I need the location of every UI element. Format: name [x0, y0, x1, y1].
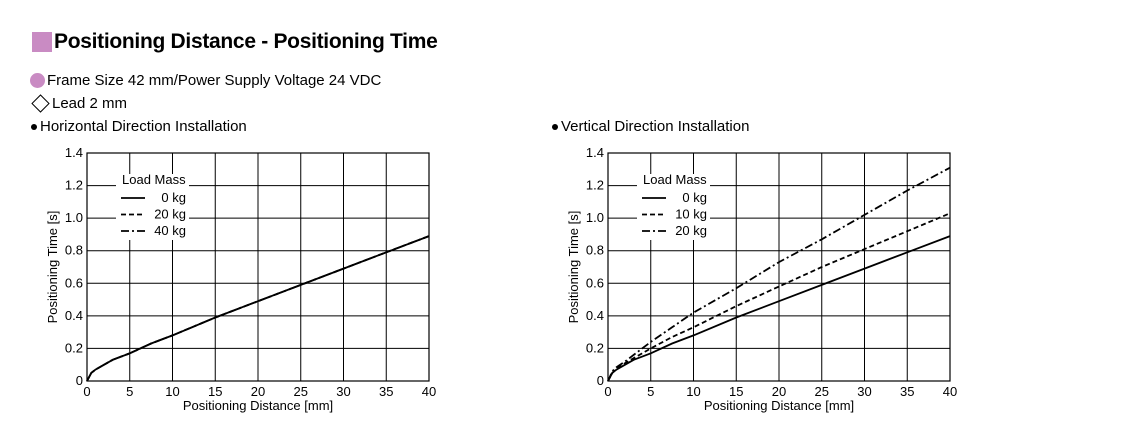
- y-tick-label: 0.6: [65, 275, 83, 290]
- x-tick-label: 20: [772, 384, 786, 399]
- y-tick-label: 0.2: [586, 340, 604, 355]
- x-tick-label: 35: [900, 384, 914, 399]
- section-vertical: Vertical Direction Installation: [552, 118, 749, 135]
- y-tick-label: 1.2: [65, 178, 83, 193]
- x-tick-label: 40: [943, 384, 957, 399]
- legend-title: Load Mass: [122, 172, 186, 187]
- dot-bullet-icon: [552, 123, 558, 130]
- legend-box: [116, 174, 189, 240]
- lead-spec: Lead 2 mm: [30, 94, 128, 113]
- series-line: [86, 235, 430, 382]
- legend-label: 10 kg: [675, 207, 707, 222]
- x-tick-label: 5: [647, 384, 654, 399]
- y-tick-label: 1.4: [586, 145, 604, 160]
- section-horizontal-label: Horizontal Direction Installation: [40, 118, 247, 135]
- chart-vertical: 0 5 10 15 20 25 30 35 40 0 0.2 0.4 0.6 0.8 1.0 1.2 1.4 Po…: [566, 145, 957, 413]
- circle-bullet-icon: [30, 73, 45, 88]
- series-line: [607, 212, 951, 382]
- x-tick-label: 25: [294, 384, 308, 399]
- page-title-text: Positioning Distance - Positioning Time: [54, 30, 438, 53]
- y-tick-label: 0.6: [586, 275, 604, 290]
- x-tick-label: 5: [126, 384, 133, 399]
- title-square-icon: [32, 32, 52, 52]
- y-tick-label: 1.0: [65, 210, 83, 225]
- y-tick-label: 0.4: [65, 308, 83, 323]
- section-vertical-label: Vertical Direction Installation: [561, 118, 750, 135]
- frame-spec-text: Frame Size 42 mm/Power Supply Voltage 24…: [47, 72, 382, 89]
- y-axis-label: Positioning Time [s]: [45, 211, 60, 324]
- y-tick-label: 0.4: [586, 308, 604, 323]
- x-axis-label: Positioning Distance [mm]: [704, 398, 854, 413]
- x-tick-label: 30: [336, 384, 350, 399]
- diamond-icon: [31, 94, 50, 113]
- y-tick-label: 1.4: [65, 145, 83, 160]
- x-tick-label: 25: [815, 384, 829, 399]
- series-line: [607, 166, 951, 382]
- y-tick-label: 1.2: [586, 178, 604, 193]
- x-tick-label: 10: [165, 384, 179, 399]
- legend-label: 0 kg: [682, 190, 707, 205]
- y-tick-label: 0.8: [586, 243, 604, 258]
- x-tick-label: 15: [208, 384, 222, 399]
- legend-label: 20 kg: [154, 207, 186, 222]
- y-tick-label: 1.0: [586, 210, 604, 225]
- legend-title: Load Mass: [643, 172, 707, 187]
- legend-label: 40 kg: [154, 223, 186, 238]
- plot-frame: [86, 152, 430, 382]
- x-axis-label: Positioning Distance [mm]: [183, 398, 333, 413]
- dot-bullet-icon: [31, 123, 37, 130]
- x-tick-label: 20: [251, 384, 265, 399]
- x-tick-label: 15: [729, 384, 743, 399]
- plot-frame: [607, 152, 951, 382]
- page-title: Positioning Distance - Positioning Time: [32, 29, 438, 55]
- section-horizontal: Horizontal Direction Installation: [31, 118, 247, 135]
- x-tick-label: 30: [857, 384, 871, 399]
- y-axis-label: Positioning Time [s]: [566, 211, 581, 324]
- x-tick-label: 0: [83, 384, 90, 399]
- legend-label: 20 kg: [675, 223, 707, 238]
- chart-horizontal: 0 5 10 15 20 25 30 35 40 0 0.2 0.4 0.6 0.8 1.0 1.2 1.4 Po…: [45, 145, 436, 413]
- y-tick-label: 0: [76, 373, 83, 388]
- x-tick-label: 0: [604, 384, 611, 399]
- x-tick-label: 10: [686, 384, 700, 399]
- legend-label: 0 kg: [161, 190, 186, 205]
- y-tick-label: 0.8: [65, 243, 83, 258]
- legend-box: [637, 174, 710, 240]
- lead-spec-text: Lead 2 mm: [52, 95, 128, 112]
- x-tick-label: 40: [422, 384, 436, 399]
- y-tick-label: 0: [597, 373, 604, 388]
- y-tick-label: 0.2: [65, 340, 83, 355]
- frame-spec: Frame Size 42 mm/Power Supply Voltage 24…: [30, 72, 381, 89]
- x-tick-label: 35: [379, 384, 393, 399]
